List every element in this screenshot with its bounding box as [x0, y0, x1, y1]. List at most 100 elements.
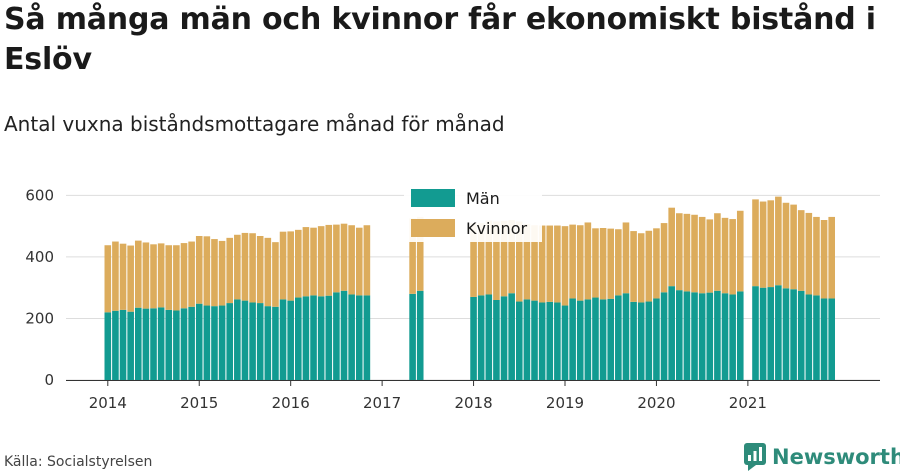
bar-man	[767, 287, 775, 380]
bar-kvinnor	[790, 204, 797, 290]
y-tick-label: 400	[25, 248, 54, 266]
bar-kvinnor	[660, 223, 668, 293]
bar-man	[683, 291, 691, 380]
bar-kvinnor	[119, 243, 127, 310]
x-tick-label: 2021	[729, 394, 767, 412]
bar-man	[653, 298, 660, 380]
bar-man	[500, 296, 508, 380]
bar-kvinnor	[165, 245, 173, 310]
bar-kvinnor	[333, 224, 340, 293]
legend-swatch	[411, 189, 455, 207]
legend: Män Kvinnor	[404, 186, 542, 242]
bar-man	[470, 296, 477, 380]
bar-kvinnor	[736, 210, 744, 292]
x-tick-label: 2020	[637, 394, 675, 412]
bar-man	[813, 295, 820, 380]
legend-label: Kvinnor	[466, 219, 527, 238]
bar-kvinnor	[256, 236, 264, 304]
bar-man	[363, 295, 371, 380]
bar-kvinnor	[485, 220, 493, 295]
bar-man	[828, 298, 835, 380]
bar-man	[676, 290, 683, 380]
bar-man	[599, 299, 607, 380]
y-tick-label: 600	[25, 186, 54, 204]
bar-man	[188, 306, 195, 380]
bar-man	[134, 307, 142, 380]
bar-kvinnor	[813, 216, 820, 296]
bar-man	[775, 285, 782, 380]
bar-kvinnor	[706, 219, 714, 293]
bar-man	[721, 293, 729, 380]
chart-title: Så många män och kvinnor får ekonomiskt …	[4, 2, 876, 77]
bar-kvinnor	[142, 242, 150, 309]
bar-man	[569, 298, 576, 380]
bar-man	[340, 290, 348, 380]
bar-kvinnor	[302, 227, 310, 297]
legend-swatch	[411, 219, 455, 237]
bar-kvinnor	[515, 221, 523, 302]
bar-man	[554, 302, 561, 380]
bar-man	[211, 306, 218, 380]
bar-kvinnor	[767, 200, 775, 288]
bar-man	[615, 295, 622, 380]
bar-man	[584, 299, 592, 380]
bar-kvinnor	[569, 224, 576, 299]
bar-kvinnor	[127, 245, 134, 312]
bar-kvinnor	[828, 216, 835, 299]
bar-man	[706, 292, 714, 380]
bar-kvinnor	[500, 220, 508, 297]
bar-kvinnor	[493, 221, 500, 300]
bar-kvinnor	[234, 234, 241, 300]
x-tick-label: 2017	[363, 394, 401, 412]
axes: 0 200 400 600 2014 2015 2016 2017 2018 2019 2020 20…	[25, 186, 880, 412]
bar-man	[180, 308, 188, 380]
bar-man	[622, 293, 630, 380]
bar-man	[592, 297, 599, 380]
bar-kvinnor	[752, 199, 759, 287]
bar-man	[546, 301, 554, 380]
bar-kvinnor	[112, 241, 119, 311]
bar-kvinnor	[615, 229, 622, 296]
bar-kvinnor	[599, 228, 607, 300]
bar-man	[493, 300, 500, 380]
chart-subtitle: Antal vuxna biståndsmottagare månad för …	[4, 112, 505, 136]
bar-kvinnor	[592, 228, 599, 298]
y-tick-label: 0	[44, 371, 54, 389]
bar-kvinnor	[584, 222, 592, 300]
bar-man	[150, 308, 157, 380]
bar-man	[759, 287, 767, 380]
bar-kvinnor	[180, 243, 188, 309]
bar-kvinnor	[264, 237, 272, 307]
bar-kvinnor	[531, 225, 538, 301]
bar-man	[576, 300, 584, 380]
newsworthy-logo-icon	[744, 443, 766, 471]
bar-man	[668, 286, 675, 380]
bar-kvinnor	[775, 196, 782, 286]
bar-kvinnor	[203, 236, 211, 306]
bar-man	[272, 306, 279, 380]
bar-man	[104, 312, 112, 380]
bar-kvinnor	[325, 224, 333, 296]
bar-man	[515, 301, 523, 380]
bar-man	[805, 294, 813, 380]
bar-man	[195, 303, 203, 380]
bar-man	[820, 298, 828, 380]
bar-kvinnor	[348, 225, 355, 295]
bar-man	[234, 299, 241, 380]
bar-kvinnor	[249, 233, 256, 303]
bar-man	[782, 288, 790, 380]
brand-name: Newsworthy	[772, 445, 900, 469]
bar-kvinnor	[759, 201, 767, 288]
bar-kvinnor	[508, 220, 515, 294]
bar-kvinnor	[523, 224, 531, 300]
bar-man	[630, 301, 637, 380]
bar-man	[302, 296, 310, 380]
bar-man	[127, 311, 134, 380]
bar-man	[485, 294, 493, 380]
bar-kvinnor	[416, 216, 424, 291]
bar-kvinnor	[470, 223, 477, 297]
bar-man	[660, 292, 668, 380]
bar-kvinnor	[218, 240, 226, 306]
brand-logo: Newsworthy	[744, 442, 900, 472]
